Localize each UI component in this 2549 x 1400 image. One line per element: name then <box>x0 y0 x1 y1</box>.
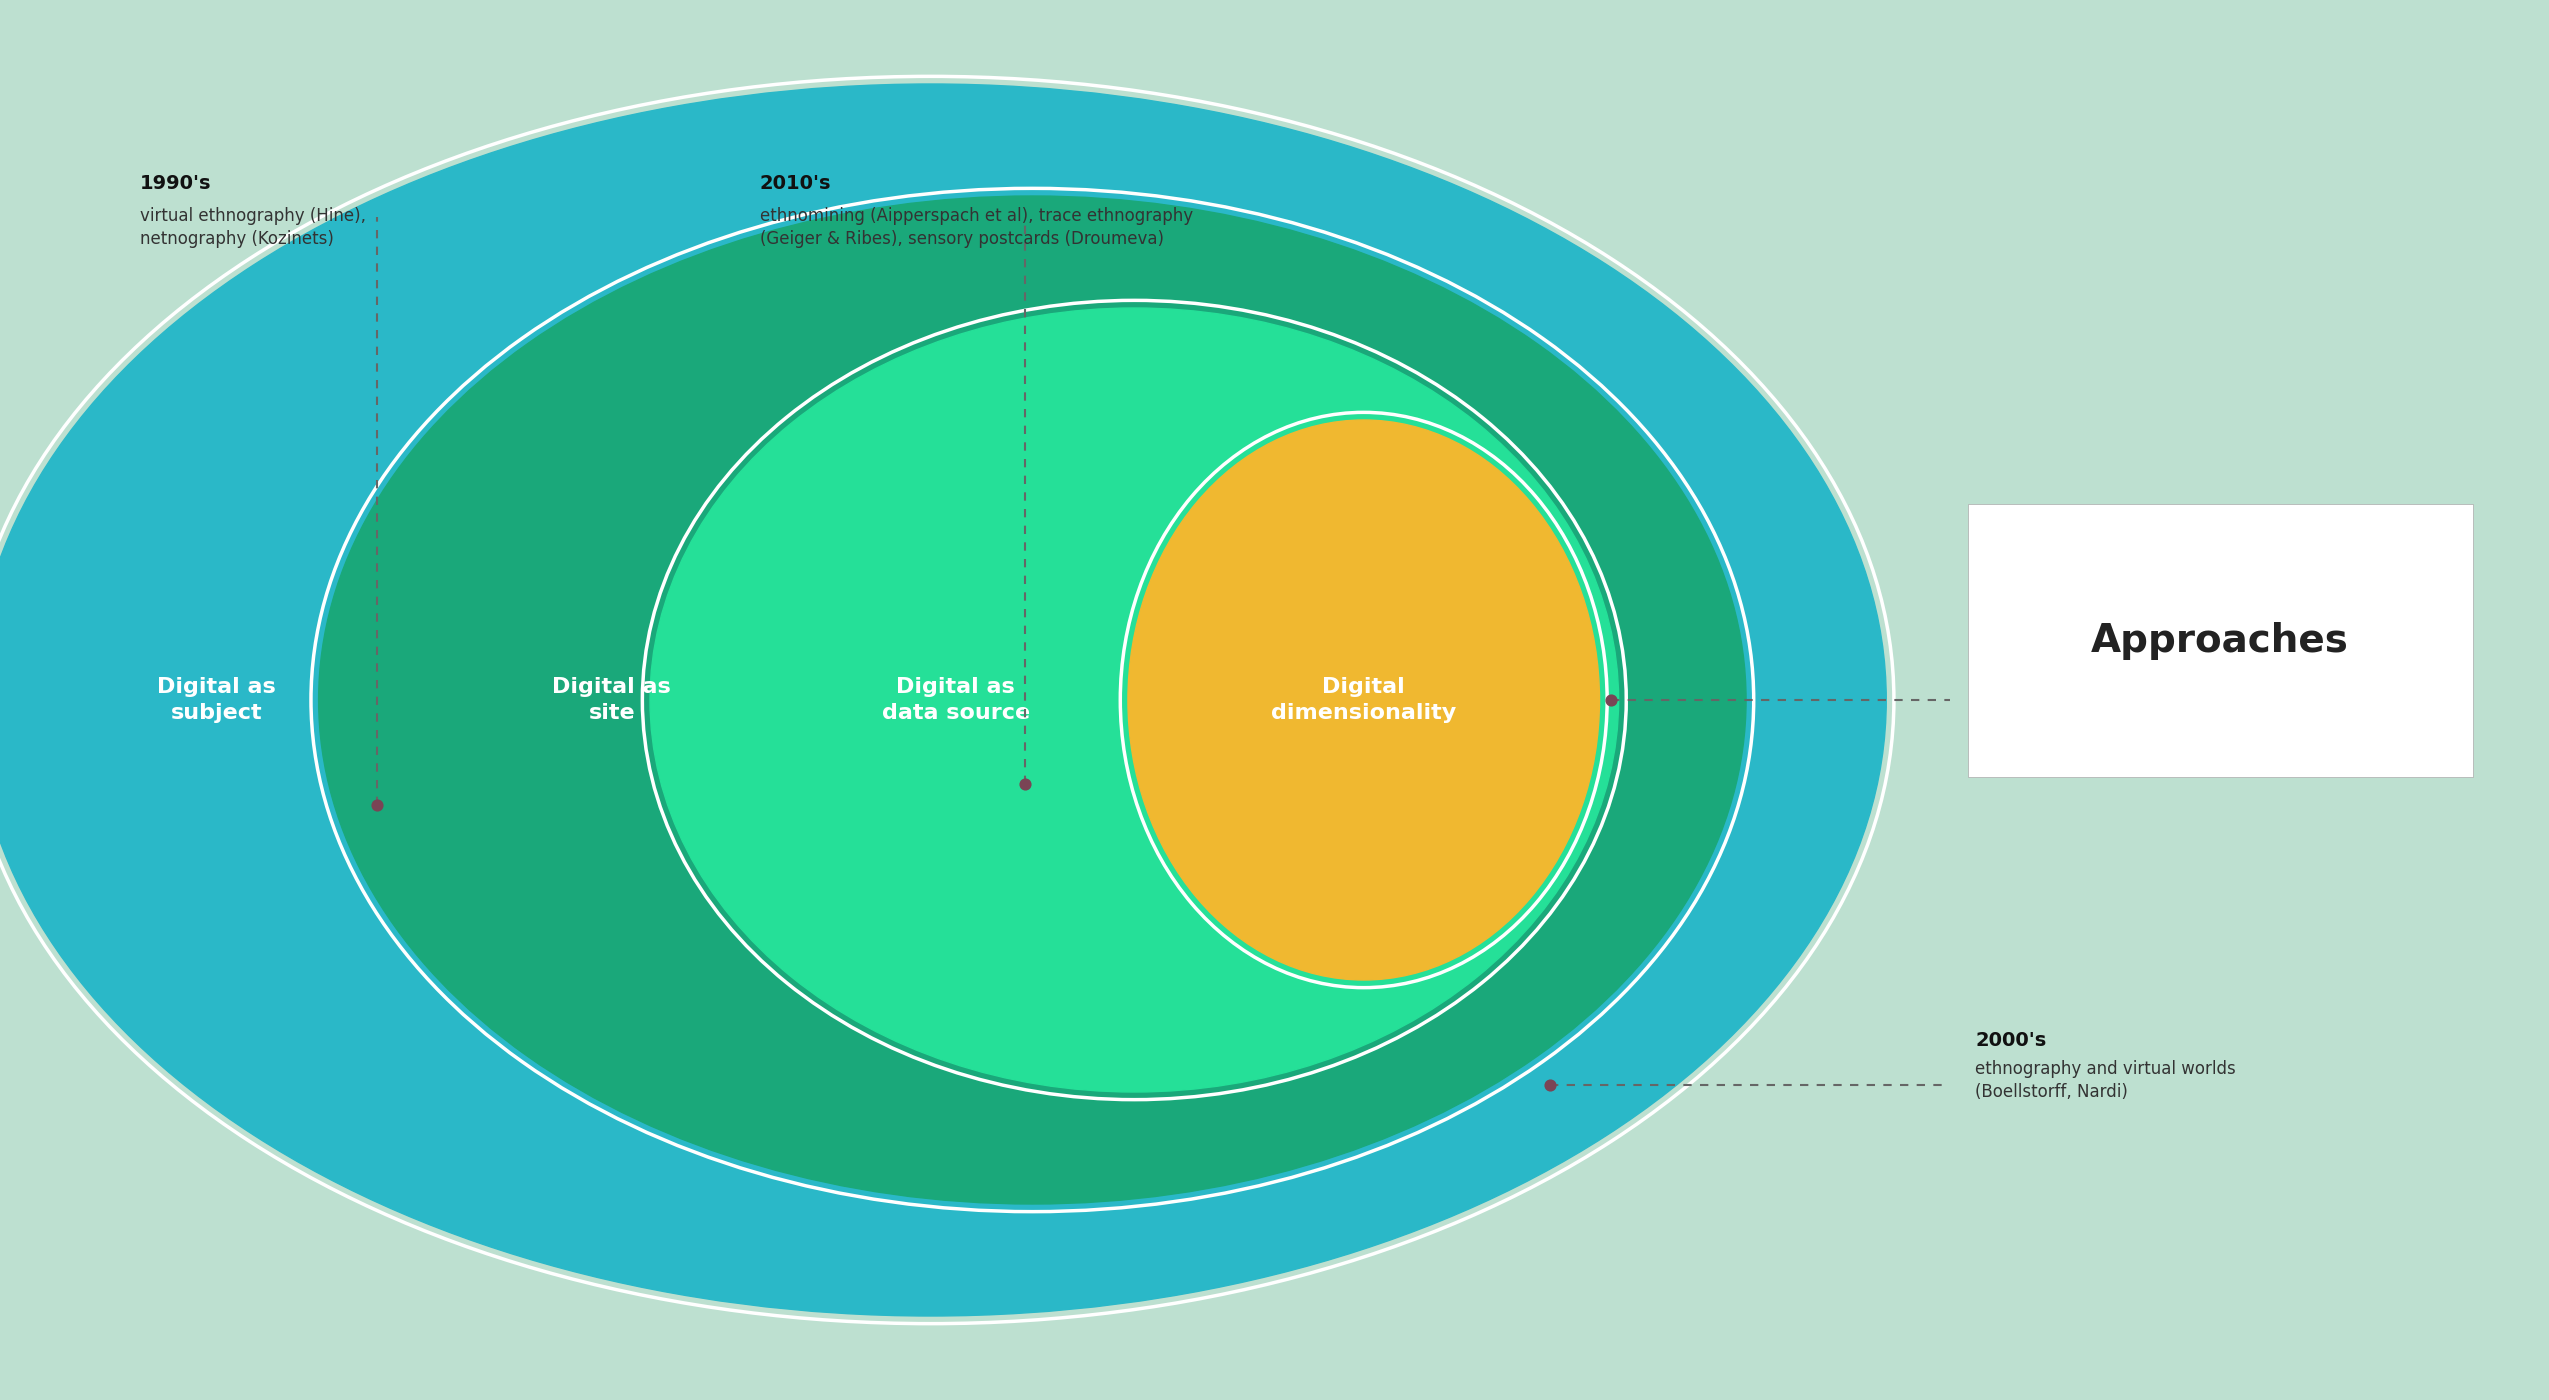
Text: Approaches: Approaches <box>2090 622 2350 659</box>
Text: aim of TRACES: aim of TRACES <box>1975 675 2098 693</box>
Text: Today: Today <box>1975 645 2039 665</box>
Ellipse shape <box>319 196 1746 1204</box>
Ellipse shape <box>650 308 1619 1092</box>
Point <box>1591 689 1631 711</box>
Ellipse shape <box>0 84 1886 1316</box>
Text: Digital
dimensionality: Digital dimensionality <box>1272 676 1455 724</box>
Text: Digital as
subject: Digital as subject <box>158 676 275 724</box>
Text: virtual ethnography (Hine),
netnography (Kozinets): virtual ethnography (Hine), netnography … <box>140 207 367 248</box>
Text: 2000's: 2000's <box>1975 1030 2047 1050</box>
Text: ethnography and virtual worlds
(Boellstorff, Nardi): ethnography and virtual worlds (Boellsto… <box>1975 1060 2235 1100</box>
Point <box>1529 1074 1570 1096</box>
Text: 2010's: 2010's <box>760 174 831 193</box>
Point <box>357 794 398 816</box>
Text: ethnomining (Aipperspach et al), trace ethnography
(Geiger & Ribes), sensory pos: ethnomining (Aipperspach et al), trace e… <box>760 207 1193 248</box>
Text: 1990's: 1990's <box>140 174 212 193</box>
Text: Digital as
data source: Digital as data source <box>882 676 1030 724</box>
Text: Digital as
site: Digital as site <box>553 676 670 724</box>
Point <box>1004 773 1045 795</box>
FancyBboxPatch shape <box>1968 504 2473 777</box>
Ellipse shape <box>1129 420 1601 980</box>
